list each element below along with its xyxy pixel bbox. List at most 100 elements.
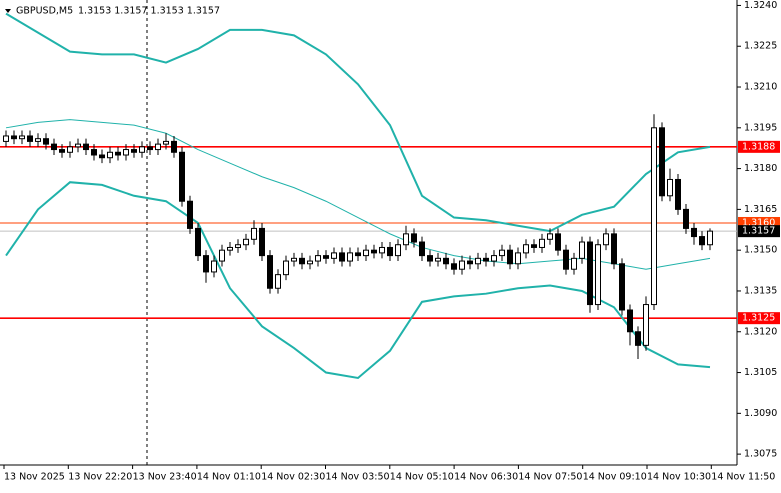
candle-body [579,241,585,259]
candle-body [331,252,337,259]
y-tick-label: 1.3240 [744,0,777,11]
candle-body [91,149,97,156]
candle-body [75,143,81,148]
candle-body [363,249,369,257]
candle-body [443,257,449,265]
candle-body [179,151,185,202]
candle-body [339,252,345,262]
x-tick-label: 14 Nov 10:30 [647,472,711,483]
candle-body [531,244,537,248]
x-tick-label: 14 Nov 09:10 [583,472,647,483]
candle-body [315,255,321,262]
candle-body [67,146,73,153]
candle-body [291,257,297,262]
candle-body [139,146,145,153]
candle-body [51,143,57,151]
x-tick-label: 14 Nov 05:10 [390,472,454,483]
level-price-label: 1.3160 [742,217,775,228]
candle-body [211,260,217,273]
candle-body [219,249,225,262]
level-price-label: 1.3125 [742,313,775,324]
x-tick-label: 14 Nov 07:50 [518,472,582,483]
candle-body [619,263,625,311]
candle-body [707,230,713,246]
candle-body [299,257,305,265]
candle-body [259,227,265,257]
candle-body [571,257,577,270]
candle-body [235,244,241,248]
candle-body [507,249,513,265]
candle-body [411,233,417,243]
candle-body [499,249,505,257]
candle-body [475,257,481,265]
x-tick-label: 13 Nov 2025 [4,472,65,483]
candle-body [539,238,545,248]
candle-body [587,241,593,306]
last-price-label: 1.3157 [742,226,775,237]
candle-body [635,331,641,346]
y-tick-label: 1.3180 [744,163,777,174]
x-tick-label: 14 Nov 03:50 [326,472,390,483]
level-price-box [738,140,780,153]
candle-body [115,151,121,156]
y-tick-label: 1.3135 [744,285,777,296]
x-tick-label: 14 Nov 01:10 [197,472,261,483]
candle-body [555,233,561,251]
y-tick-label: 1.3210 [744,82,777,93]
candle-body [11,135,17,140]
candle-body [667,178,673,197]
candle-body [227,246,233,251]
candle-body [43,138,49,145]
candle-body [563,249,569,270]
candle-body [627,309,633,333]
candle-body [691,227,697,238]
candle-body [307,260,313,265]
candle-body [267,255,273,289]
candle-body [19,135,25,140]
candle-body [347,252,353,262]
y-tick-label: 1.3225 [744,41,777,52]
candle-body [3,135,9,142]
last-price-box [738,225,780,238]
candle-body [203,255,209,273]
candle-body [699,236,705,246]
candle-body [403,233,409,246]
candle-body [611,233,617,265]
candle-body [395,244,401,257]
candle-body [59,149,65,153]
candle-body [659,127,665,197]
candle-body [675,178,681,210]
y-tick-label: 1.3150 [744,245,777,256]
candle-body [459,260,465,270]
x-tick-label: 14 Nov 06:30 [454,472,518,483]
candle-body [35,138,41,142]
header-arrow [5,9,11,13]
candle-body [523,244,529,254]
y-tick-label: 1.3090 [744,408,777,419]
candle-body [131,149,137,153]
candle-body [451,263,457,270]
level-price-box [738,312,780,325]
candle-body [155,143,161,151]
x-tick-label: 14 Nov 02:30 [261,472,325,483]
candle-body [123,149,129,156]
x-tick-label: 14 Nov 11:50 [711,472,775,483]
candle-body [99,154,105,159]
candle-body [483,257,489,262]
candle-body [547,233,553,240]
candle-body [243,238,249,246]
candle-body [603,233,609,246]
y-tick-label: 1.3120 [744,326,777,337]
candle-body [107,151,113,159]
x-tick-label: 13 Nov 23:40 [133,472,197,483]
symbol: GBPUSD,M5 [16,6,73,17]
candle-body [491,255,497,262]
candle-body [427,255,433,262]
quote: 1.3153 1.3157 1.3153 1.3157 [78,6,220,17]
candle-body [187,200,193,229]
candle-body [163,140,169,145]
candle-body [651,127,657,306]
y-tick-label: 1.3195 [744,122,777,133]
